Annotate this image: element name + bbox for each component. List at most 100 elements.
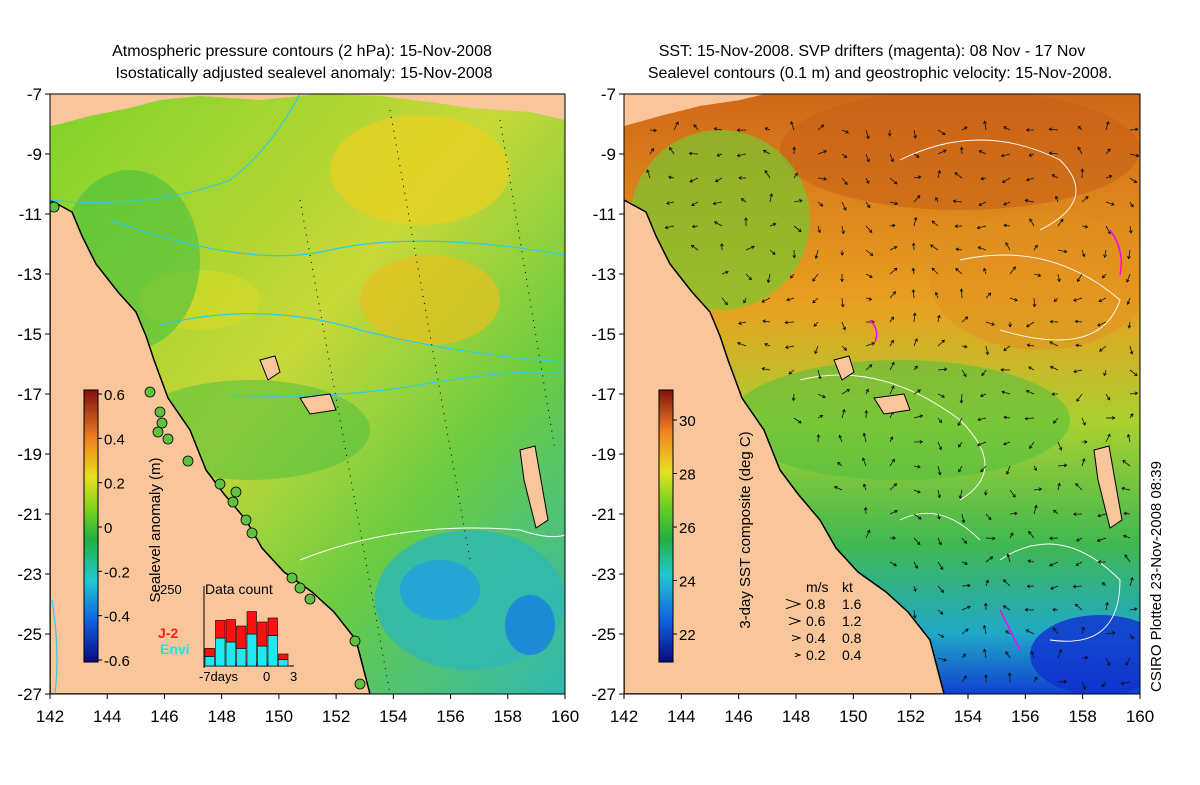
velocity-arrow bbox=[954, 172, 963, 179]
right-y-tick-label: -27 bbox=[591, 685, 616, 704]
velocity-arrow bbox=[841, 225, 845, 235]
velocity-legend-arrow bbox=[785, 598, 802, 610]
histogram-bar-j2 bbox=[215, 620, 226, 639]
velocity-arrow bbox=[865, 388, 869, 395]
velocity-arrow bbox=[666, 201, 675, 205]
velocity-arrow bbox=[1081, 626, 1085, 635]
velocity-arrow bbox=[952, 199, 963, 204]
velocity-arrow bbox=[817, 149, 828, 155]
velocity-arrow bbox=[961, 653, 966, 659]
velocity-arrow bbox=[985, 579, 990, 587]
left-x-tick-label: 146 bbox=[150, 707, 178, 726]
velocity-arrow bbox=[1032, 297, 1037, 308]
velocity-arrow bbox=[1033, 504, 1038, 515]
velocity-arrow bbox=[937, 489, 942, 499]
velocity-arrow bbox=[1120, 681, 1131, 686]
velocity-arrow bbox=[1003, 201, 1011, 206]
right-axes: 142 144 146 148 150 152 154 156 158 160 -7 -9 -11 -13… bbox=[591, 85, 1154, 726]
velocity-arrow bbox=[961, 537, 968, 544]
pressure-contour bbox=[51, 599, 58, 694]
velocity-arrow bbox=[1028, 366, 1035, 371]
velocity-arrow bbox=[985, 321, 996, 326]
velocity-arrow bbox=[1025, 389, 1035, 395]
velocity-arrow bbox=[961, 605, 971, 611]
velocity-legend-arrow bbox=[794, 652, 802, 658]
tide-gauge-marker bbox=[354, 678, 366, 690]
velocity-arrow bbox=[1105, 393, 1111, 401]
pressure-contour bbox=[229, 371, 565, 397]
velocity-arrow bbox=[1009, 532, 1014, 539]
velocity-arrow bbox=[1127, 321, 1132, 329]
velocity-arrow bbox=[889, 536, 897, 540]
velocity-arrow bbox=[955, 247, 963, 252]
velocity-arrow bbox=[1030, 650, 1035, 659]
velocity-arrow bbox=[1081, 196, 1089, 203]
velocity-arrow bbox=[1000, 153, 1011, 158]
velocity-arrow bbox=[889, 509, 898, 515]
histogram-bar-j2 bbox=[278, 653, 289, 660]
velocity-arrow bbox=[865, 201, 871, 209]
velocity-arrow bbox=[1057, 218, 1064, 227]
velocity-arrow bbox=[934, 291, 939, 299]
velocity-arrow bbox=[691, 201, 699, 206]
velocity-arrow bbox=[1002, 579, 1011, 587]
tide-gauge-marker bbox=[144, 386, 156, 398]
velocity-arrow bbox=[937, 561, 944, 571]
velocity-arrow bbox=[1097, 321, 1107, 327]
velocity-arrow bbox=[865, 342, 876, 347]
velocity-arrow bbox=[937, 465, 942, 476]
velocity-arrow bbox=[887, 129, 892, 137]
histogram-bar-envi bbox=[204, 656, 215, 667]
island bbox=[519, 445, 549, 529]
tide-gauge-marker bbox=[349, 635, 361, 647]
velocity-arrow bbox=[961, 344, 968, 349]
velocity-arrow bbox=[1101, 582, 1107, 587]
velocity-arrow bbox=[1057, 648, 1063, 659]
velocity-arrow bbox=[937, 657, 947, 662]
velocity-arrow bbox=[961, 369, 967, 378]
velocity-arrow bbox=[793, 225, 802, 233]
left-x-tick-label: 154 bbox=[379, 707, 407, 726]
velocity-arrow bbox=[983, 602, 988, 611]
velocity-arrow bbox=[1033, 465, 1037, 472]
velocity-arrow bbox=[764, 343, 771, 347]
right-y-tick-label: -17 bbox=[591, 385, 616, 404]
velocity-arrow bbox=[865, 273, 873, 278]
tide-gauge-marker bbox=[304, 593, 316, 605]
velocity-arrow bbox=[1008, 321, 1013, 328]
left-y-tick-label: -17 bbox=[17, 385, 42, 404]
velocity-arrow bbox=[1099, 345, 1107, 352]
velocity-arrow bbox=[1105, 174, 1113, 179]
velocity-arrow bbox=[1003, 126, 1011, 131]
velocity-arrow bbox=[1026, 584, 1035, 589]
histogram-bar-j2 bbox=[225, 619, 236, 643]
velocity-arrow bbox=[1003, 415, 1011, 420]
velocity-arrow bbox=[1103, 369, 1107, 377]
velocity-arrow bbox=[1049, 536, 1059, 541]
tide-gauge-marker bbox=[154, 406, 166, 418]
velocity-arrow bbox=[981, 369, 987, 377]
velocity-arrow bbox=[812, 273, 819, 282]
velocity-legend-ms: 0.8 bbox=[806, 596, 826, 612]
velocity-arrow bbox=[793, 198, 803, 203]
velocity-arrow bbox=[738, 176, 747, 180]
velocity-arrow bbox=[889, 458, 895, 467]
histogram-bar-j2 bbox=[204, 648, 215, 657]
velocity-arrow bbox=[913, 489, 921, 494]
velocity-arrow bbox=[863, 506, 868, 515]
velocity-arrow bbox=[977, 246, 987, 251]
tide-gauge-marker bbox=[286, 572, 298, 584]
velocity-arrow bbox=[1126, 273, 1131, 283]
velocity-arrow bbox=[889, 223, 896, 228]
velocity-arrow bbox=[865, 177, 870, 185]
histogram-bar-envi bbox=[236, 648, 247, 667]
velocity-arrow bbox=[814, 249, 819, 260]
island bbox=[833, 355, 855, 381]
velocity-arrow bbox=[1126, 433, 1131, 443]
island bbox=[259, 355, 281, 381]
velocity-arrow bbox=[1009, 489, 1016, 498]
velocity-arrow bbox=[937, 169, 942, 179]
velocity-arrow bbox=[761, 297, 771, 303]
velocity-arrow bbox=[1001, 390, 1011, 395]
velocity-arrow bbox=[745, 273, 752, 281]
